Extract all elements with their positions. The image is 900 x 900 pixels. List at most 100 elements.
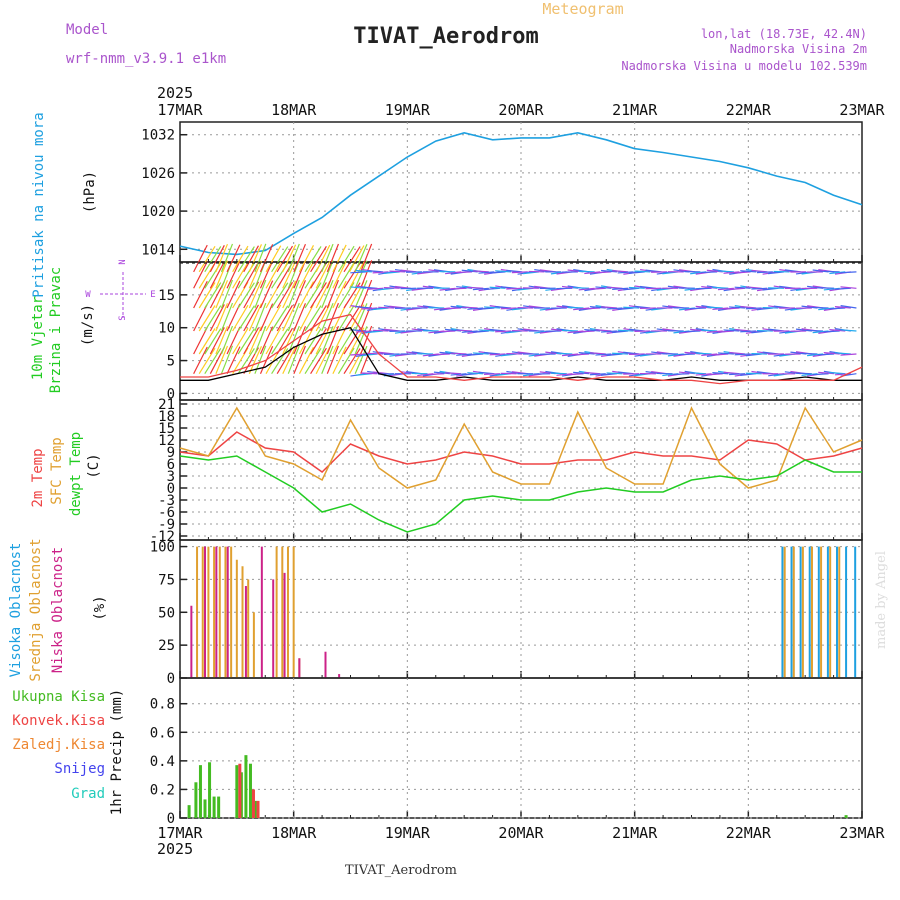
wind-arrow	[717, 270, 734, 273]
wind-arrow	[723, 307, 740, 310]
wind-arrow	[226, 326, 241, 355]
temp2m-ylabel: 2m Temp	[30, 448, 46, 507]
wind-arrow	[332, 261, 347, 289]
wind-arrow	[495, 305, 512, 309]
wind-arrow	[428, 373, 445, 375]
wind-arrow	[751, 287, 768, 290]
wind-arrow	[595, 353, 612, 356]
wind-arrow	[304, 246, 322, 273]
top-time-label: 22MAR	[726, 101, 772, 119]
wind-arrow	[472, 330, 489, 333]
wind-arrow	[265, 327, 282, 355]
wind-arrow	[310, 328, 327, 355]
wind-arrow	[600, 373, 617, 376]
wind-arrow	[220, 325, 234, 355]
top-time-label: 20MAR	[498, 101, 544, 119]
wind-arrow	[483, 306, 501, 309]
wind-arrow	[483, 373, 500, 376]
wind-arrow	[326, 302, 340, 332]
wind-arrow	[226, 303, 241, 332]
total-precip-bar	[844, 815, 848, 818]
panel-precip: 0 0.2 0.4 0.6 0.8	[150, 677, 863, 827]
bottom-time-label: 18MAR	[271, 824, 317, 842]
wind-arrow	[282, 303, 297, 332]
wind-arrow	[232, 327, 249, 355]
wind-arrow	[248, 326, 263, 355]
wind-arrow	[271, 328, 289, 355]
y-tick-label: -12	[150, 529, 175, 545]
wind-arrow	[734, 328, 751, 332]
wind-arrow	[215, 243, 229, 273]
wind-arrow	[584, 307, 601, 310]
wind-arrow	[617, 329, 634, 332]
y-tick-label: 0	[167, 671, 175, 687]
wind-arrow	[361, 286, 378, 289]
legend-frozen-precip: Zaledj.Kisa	[12, 737, 105, 753]
top-time-label: 23MAR	[839, 101, 885, 119]
wind-arrow	[383, 286, 400, 289]
wind-arrow	[337, 245, 355, 273]
wind-arrow	[232, 262, 249, 289]
wind-arrow	[361, 372, 378, 375]
wind-arrow	[444, 372, 462, 375]
wind-arrow	[461, 330, 478, 333]
wind-arrow	[326, 345, 340, 374]
wind-arrow	[248, 346, 263, 374]
wind-arrow	[193, 280, 208, 309]
wind-arrow	[237, 246, 255, 273]
wind-arrow	[355, 373, 372, 376]
wind-arrow	[276, 245, 294, 273]
model-name: wrf-nmm_v3.9.1 e1km	[66, 51, 226, 67]
total-precip-bar	[253, 800, 257, 818]
compass-rose: N S W E	[85, 259, 155, 320]
wind-arrow	[378, 287, 395, 291]
wind-arrow	[215, 280, 229, 309]
temp2m-line	[179, 431, 863, 473]
y-tick-label: 21	[158, 397, 175, 413]
wind-arrow	[355, 306, 372, 309]
wind-arrow	[293, 243, 307, 273]
wind-arrow	[389, 270, 406, 273]
wind-arrow	[350, 329, 367, 332]
wind-arrow	[678, 353, 695, 356]
bottom-time-label: 17MAR	[157, 824, 203, 842]
wind-arrow	[812, 373, 829, 376]
wind-arrow	[823, 330, 840, 333]
wind-arrow	[198, 347, 216, 375]
wind-arrow	[349, 245, 365, 273]
wind-arrow	[606, 372, 623, 375]
wind-arrow	[193, 261, 208, 289]
wind-arrow	[812, 306, 829, 309]
total-precip-bar	[194, 782, 198, 818]
wind-arrow	[265, 261, 282, 289]
wind-arrow	[478, 329, 495, 332]
wind-arrow	[282, 346, 297, 374]
wind-arrow	[354, 280, 368, 309]
compass-east: E	[150, 290, 155, 300]
panel-frame	[179, 677, 863, 819]
wind-arrow	[220, 243, 234, 273]
y-tick-label: 1032	[141, 128, 175, 144]
wind-arrow	[589, 373, 606, 376]
wind-arrow	[237, 282, 255, 309]
wind-arrow	[232, 245, 249, 273]
wind-arrow	[360, 345, 373, 374]
dewpoint-line	[179, 455, 862, 533]
wind-arrow	[360, 279, 373, 309]
wind-arrow	[734, 286, 751, 289]
wind-arrow	[456, 271, 473, 274]
mid-cloud-ylabel: Srednja Oblacnost	[28, 538, 44, 681]
wind-arrow	[198, 328, 216, 355]
meteogram-subtitle: Meteogram	[542, 0, 623, 18]
y-tick-label: 100	[150, 540, 175, 556]
wind-arrow	[367, 269, 384, 273]
wind-arrow	[204, 328, 222, 355]
wind-arrow	[472, 270, 489, 273]
wind-arrow	[467, 353, 484, 356]
wind-arrow	[349, 261, 365, 289]
wind-arrow	[712, 372, 729, 375]
wind-arrow	[259, 326, 274, 355]
wind-arrow	[276, 347, 294, 375]
wind-arrow	[293, 326, 307, 355]
wind-arrow	[198, 305, 216, 332]
